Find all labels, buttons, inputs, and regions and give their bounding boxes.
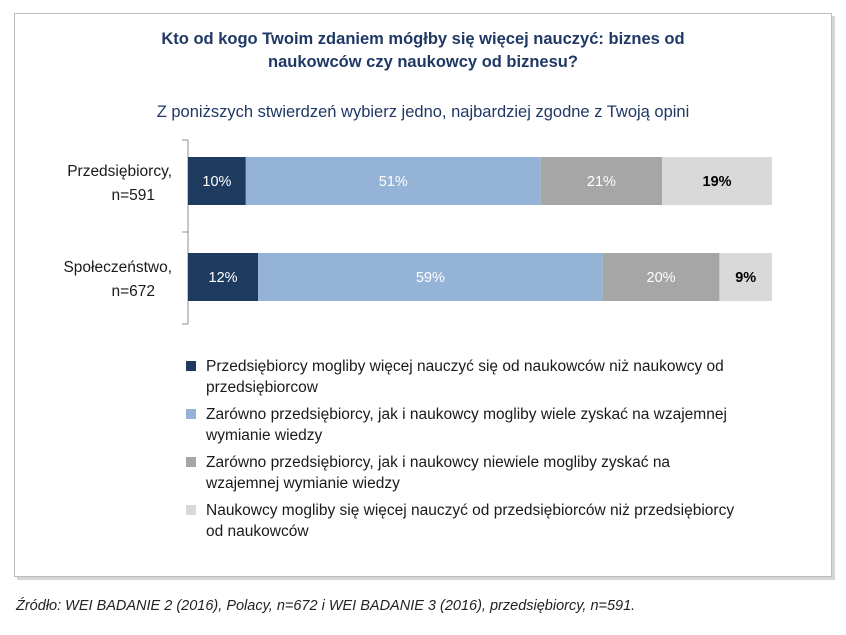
category-label-2-line-1: Społeczeństwo,	[63, 259, 172, 276]
bar-segment-cat2-series4	[719, 253, 772, 301]
data-label-cat2-series1: 12%	[209, 270, 238, 286]
data-label-cat2-series2: 59%	[416, 270, 445, 286]
data-label-cat1-series4: 19%	[703, 174, 732, 190]
category-label-1-line-1: Przedsiębiorcy,	[67, 163, 172, 180]
legend-label-3-line-2: wzajemnej wymianie wiedzy	[206, 475, 400, 492]
chart-title-line-2: naukowców czy naukowcy od biznesu?	[268, 53, 578, 71]
category-label-2-line-2: n=672	[111, 283, 155, 300]
legend-item-2: Zarówno przedsiębiorcy, jak i naukowcy m…	[186, 404, 776, 446]
legend-label-3-line-1: Zarówno przedsiębiorcy, jak i naukowcy n…	[206, 454, 671, 471]
category-label-1-line-2: n=591	[111, 187, 155, 204]
legend: Przedsiębiorcy mogliby więcej nauczyć si…	[186, 356, 776, 548]
legend-swatch-4	[186, 505, 196, 515]
data-label-cat1-series3: 21%	[587, 174, 616, 190]
chart-title-line-1: Kto od kogo Twoim zdaniem mógłby się wię…	[161, 30, 685, 48]
legend-swatch-1	[186, 361, 196, 371]
data-label-cat1-series1: 10%	[202, 174, 231, 190]
source-note: Źródło: WEI BADANIE 2 (2016), Polacy, n=…	[16, 598, 636, 614]
legend-item-4: Naukowcy mogliby się więcej nauczyć od p…	[186, 500, 776, 542]
legend-swatch-2	[186, 409, 196, 419]
legend-label-1-line-1: Przedsiębiorcy mogliby więcej nauczyć si…	[206, 358, 724, 375]
bar-segment-cat1-series3	[540, 157, 663, 205]
legend-label-4-line-1: Naukowcy mogliby się więcej nauczyć od p…	[206, 502, 735, 519]
legend-label-4-line-2: od naukowców	[206, 523, 309, 540]
bar-segment-cat1-series1	[188, 157, 246, 205]
bar-segment-cat1-series4	[662, 157, 772, 205]
data-label-cat1-series2: 51%	[379, 174, 408, 190]
data-label-cat2-series4: 9%	[735, 270, 756, 286]
legend-label-1-line-2: przedsiębiorcow	[206, 379, 318, 396]
bar-segment-cat2-series3	[602, 253, 720, 301]
bar-segment-cat2-series2	[258, 253, 603, 301]
legend-label-2-line-2: wymianie wiedzy	[206, 427, 323, 444]
data-label-cat2-series3: 20%	[647, 270, 676, 286]
chart-title: Kto od kogo Twoim zdaniem mógłby się wię…	[0, 28, 846, 74]
bar-segment-cat2-series1	[188, 253, 259, 301]
chart-subtitle: Z poniższych stwierdzeń wybierz jedno, n…	[156, 103, 690, 121]
legend-item-1: Przedsiębiorcy mogliby więcej nauczyć si…	[186, 356, 776, 398]
bar-segment-cat1-series2	[245, 157, 541, 205]
legend-item-3: Zarówno przedsiębiorcy, jak i naukowcy n…	[186, 452, 776, 494]
legend-label-2-line-1: Zarówno przedsiębiorcy, jak i naukowcy m…	[206, 406, 727, 423]
legend-swatch-3	[186, 457, 196, 467]
